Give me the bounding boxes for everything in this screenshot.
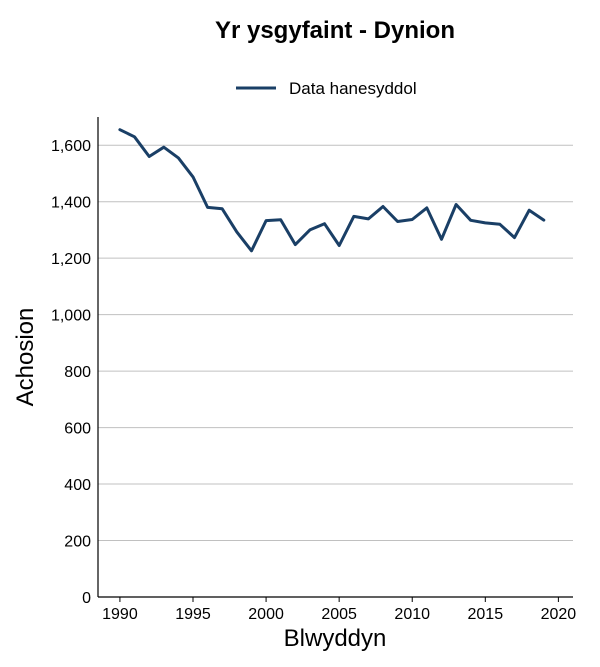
y-tick-label: 1,000 [51, 308, 91, 325]
legend: Data hanesyddol [236, 79, 417, 98]
y-tick-label: 400 [64, 477, 91, 494]
x-tick-label: 1995 [175, 606, 211, 623]
x-axis-title: Blwyddyn [284, 625, 387, 652]
x-tick-label: 2010 [394, 606, 430, 623]
data-point [396, 220, 399, 223]
x-axis-tick-labels: 1990 1995 2000 2005 2010 2015 2020 [102, 597, 576, 623]
legend-label-historical-data: Data hanesyddol [289, 79, 417, 98]
data-point [294, 243, 297, 246]
y-tick-label: 1,200 [51, 251, 91, 268]
data-point [484, 221, 487, 224]
y-axis-title: Achosion [12, 308, 39, 407]
x-tick-label: 2000 [248, 606, 284, 623]
data-point [235, 230, 238, 233]
data-point [455, 203, 458, 206]
x-tick-label: 2020 [541, 606, 577, 623]
x-tick-label: 1990 [102, 606, 138, 623]
data-point [542, 219, 545, 222]
data-point [177, 156, 180, 159]
y-tick-label: 600 [64, 421, 91, 438]
data-point [308, 228, 311, 231]
data-point [338, 244, 341, 247]
data-point [118, 128, 121, 131]
data-point [192, 175, 195, 178]
data-point [528, 209, 531, 212]
data-point [440, 238, 443, 241]
data-point [367, 217, 370, 220]
data-point [162, 146, 165, 149]
gridlines [98, 144, 573, 542]
data-point [513, 236, 516, 239]
data-point [469, 219, 472, 222]
data-point [382, 205, 385, 208]
series-line-0 [118, 128, 546, 253]
x-tick-label: 2005 [321, 606, 357, 623]
data-point [352, 215, 355, 218]
y-tick-label: 1,600 [51, 138, 91, 155]
data-point [133, 135, 136, 138]
chart-title: Yr ysgyfaint - Dynion [215, 17, 455, 44]
y-axis-tick-labels: 0 200 400 600 800 1,000 1,200 1,400 1,600 [51, 138, 91, 607]
series-layer [118, 128, 546, 253]
axes [97, 117, 573, 598]
data-point [425, 206, 428, 209]
data-point [323, 222, 326, 225]
y-tick-label: 800 [64, 364, 91, 381]
data-point [411, 218, 414, 221]
data-point [148, 155, 151, 158]
data-point [498, 223, 501, 226]
x-tick-label: 2015 [468, 606, 504, 623]
data-point [250, 249, 253, 252]
y-tick-label: 200 [64, 534, 91, 551]
y-tick-label: 1,400 [51, 195, 91, 212]
data-point [221, 207, 224, 210]
data-point [279, 218, 282, 221]
y-tick-label: 0 [82, 590, 91, 607]
data-point [265, 219, 268, 222]
data-point [206, 206, 209, 209]
